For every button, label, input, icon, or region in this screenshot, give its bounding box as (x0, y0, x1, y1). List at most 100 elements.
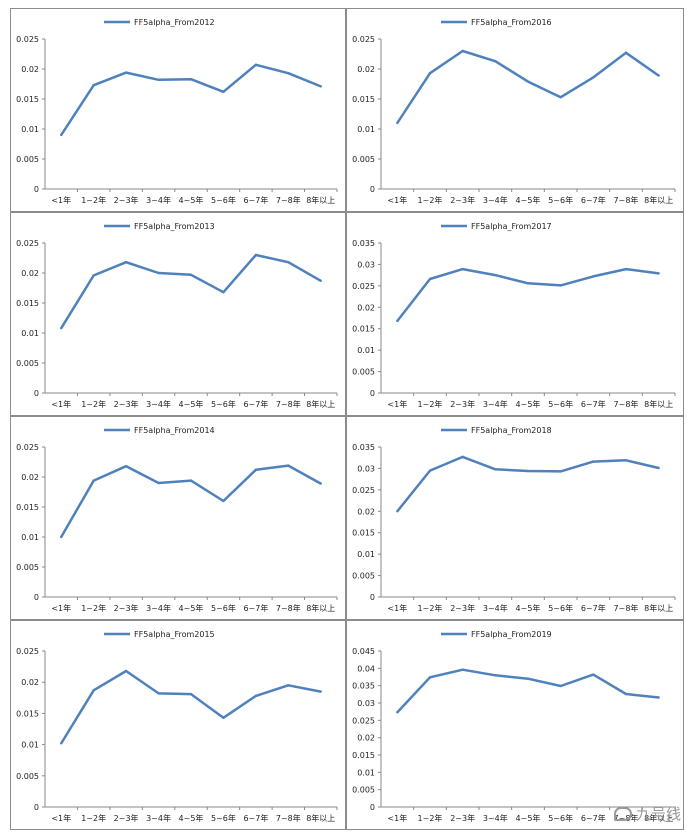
data-point (624, 51, 628, 54)
data-point (494, 674, 497, 677)
data-point (287, 72, 290, 75)
x-tick-label: 8年以上 (306, 813, 335, 823)
data-point (624, 459, 628, 462)
line-chart: FF5alpha_From2013 0 0.005 0.01 0.015 0.02 0.02… (16, 222, 338, 409)
data-point (124, 71, 128, 74)
legend: FF5alpha_From2019 (441, 630, 552, 639)
data-point (494, 273, 497, 277)
data-point (222, 291, 225, 294)
y-tick-label: 0 (370, 803, 375, 812)
y-tick-label: 0 (370, 389, 375, 398)
legend: FF5alpha_From2013 (104, 222, 215, 231)
y-tick-label: 0.025 (352, 35, 375, 44)
x-tick-label: 8年以上 (644, 813, 673, 823)
data-point (624, 692, 628, 696)
x-tick-label: 8年以上 (644, 603, 673, 613)
x-tick-label: 5~6年 (548, 195, 573, 205)
x-tick-label: 4~5年 (516, 399, 541, 409)
y-tick-label: 0.01 (357, 550, 375, 559)
x-tick-label: 3~4年 (146, 603, 171, 613)
y-tick-label: 0.035 (352, 443, 375, 452)
data-point (526, 469, 530, 473)
y-tick-label: 0.02 (357, 303, 375, 312)
x-tick-label: 1~2年 (81, 603, 106, 613)
chart-panel: FF5alpha_From2015 0 0.005 0.01 0.015 0.02 0.02… (10, 620, 346, 830)
x-tick-label: 5~6年 (211, 399, 236, 409)
x-tick-label: 7~8年 (276, 813, 301, 823)
x-tick-label: <1年 (387, 399, 407, 409)
y-tick-label: 0.03 (357, 464, 375, 473)
data-point (428, 676, 432, 679)
x-tick-label: <1年 (387, 813, 407, 823)
data-point (189, 692, 193, 696)
x-tick-label: 6~7年 (243, 813, 268, 823)
y-tick-label: 0.005 (16, 155, 39, 164)
data-point (189, 273, 193, 276)
x-tick-label: 8年以上 (306, 603, 335, 613)
x-tick-label: 2~3年 (450, 399, 475, 409)
x-tick-label: 3~4年 (483, 399, 508, 409)
x-tick-label: 4~5年 (516, 603, 541, 613)
data-point (60, 327, 63, 330)
data-point (461, 267, 464, 271)
x-tick-label: 5~6年 (211, 813, 236, 823)
data-point (124, 669, 128, 673)
x-tick-label: 1~2年 (418, 813, 443, 823)
y-tick-label: 0.02 (357, 734, 375, 743)
x-tick-label: 2~3年 (114, 813, 139, 823)
series-line (396, 49, 660, 124)
y-tick-label: 0 (34, 389, 39, 398)
x-tick-label: 2~3年 (114, 195, 139, 205)
y-tick-label: 0.005 (352, 155, 375, 164)
x-tick-label: 6~7年 (581, 399, 606, 409)
data-point (657, 74, 660, 77)
data-point (396, 711, 399, 714)
y-tick-label: 0.03 (357, 260, 375, 269)
line-chart: FF5alpha_From2017 0 0.005 0.01 0.015 0.02 0.02… (352, 222, 676, 409)
line-chart: FF5alpha_From2012 0 0.005 0.01 0.015 0.02 0.02… (16, 18, 338, 205)
y-tick-label: 0.01 (21, 533, 39, 542)
y-tick-label: 0.015 (16, 503, 39, 512)
x-tick-label: 1~2年 (418, 603, 443, 613)
x-tick-label: 4~5年 (179, 195, 204, 205)
legend-label: FF5alpha_From2015 (134, 630, 215, 639)
data-point (254, 468, 258, 471)
y-tick-label: 0.02 (357, 65, 375, 74)
data-point (157, 692, 160, 695)
watermark-text: 九号线 (635, 805, 681, 823)
x-tick-label: 4~5年 (179, 399, 204, 409)
x-tick-label: <1年 (51, 195, 71, 205)
data-point (157, 78, 160, 82)
legend: FF5alpha_From2016 (441, 18, 552, 27)
x-tick-label: 7~8年 (614, 195, 639, 205)
chart-panel: FF5alpha_From2017 0 0.005 0.01 0.015 0.02 0.02… (346, 212, 684, 416)
data-point (592, 460, 595, 463)
y-tick-label: 0.04 (357, 664, 375, 673)
x-tick-label: 1~2年 (81, 399, 106, 409)
x-tick-label: 7~8年 (276, 195, 301, 205)
data-point (287, 261, 290, 264)
x-tick-label: 3~4年 (146, 813, 171, 823)
x-tick-label: 5~6年 (211, 195, 236, 205)
y-tick-label: 0.02 (21, 269, 39, 278)
x-tick-label: 8年以上 (644, 399, 673, 409)
y-tick-label: 0.005 (352, 572, 375, 581)
x-tick-label: 6~7年 (243, 195, 268, 205)
y-tick-label: 0.005 (352, 786, 375, 795)
x-tick-label: 3~4年 (483, 813, 508, 823)
line-chart: FF5alpha_From2019 0 0.005 0.01 0.015 0.02 0.02… (352, 630, 676, 823)
y-tick-label: 0.01 (357, 346, 375, 355)
x-tick-label: 2~3年 (450, 813, 475, 823)
data-point (396, 319, 399, 323)
data-point (396, 510, 399, 513)
data-point (157, 481, 160, 485)
data-point (222, 90, 225, 94)
y-tick-label: 0.045 (352, 647, 375, 656)
chart-panel: FF5alpha_From2018 0 0.005 0.01 0.015 0.02 0.02… (346, 416, 684, 620)
data-point (559, 284, 562, 287)
y-tick-label: 0.03 (357, 699, 375, 708)
y-tick-label: 0.02 (21, 65, 39, 74)
y-tick-label: 0.01 (21, 125, 39, 134)
x-tick-label: 8年以上 (306, 195, 335, 205)
y-tick-label: 0.015 (352, 529, 375, 538)
